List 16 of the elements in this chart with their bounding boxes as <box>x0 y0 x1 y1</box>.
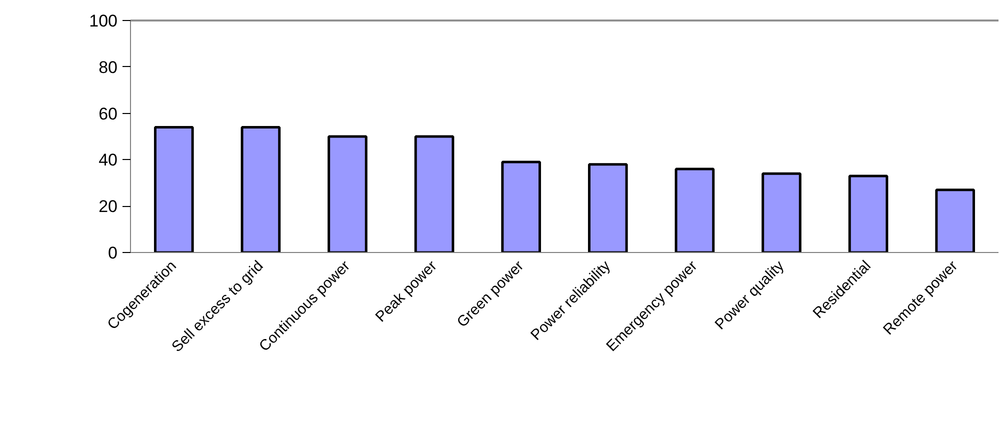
y-tick-label: 60 <box>98 104 118 124</box>
y-tick-label: 20 <box>98 197 118 216</box>
y-tick-label: 40 <box>98 150 118 170</box>
bar <box>935 188 976 252</box>
bar <box>501 160 542 252</box>
y-tick-label: 0 <box>108 244 118 262</box>
bar <box>848 174 888 252</box>
bar <box>414 135 454 252</box>
bar <box>154 126 194 252</box>
bar <box>674 168 715 252</box>
y-tick-label: 80 <box>98 58 118 77</box>
bar <box>588 163 628 252</box>
bar <box>762 172 802 252</box>
bar <box>328 135 368 252</box>
y-tick-label: 100 <box>89 12 118 30</box>
bar <box>240 126 281 252</box>
